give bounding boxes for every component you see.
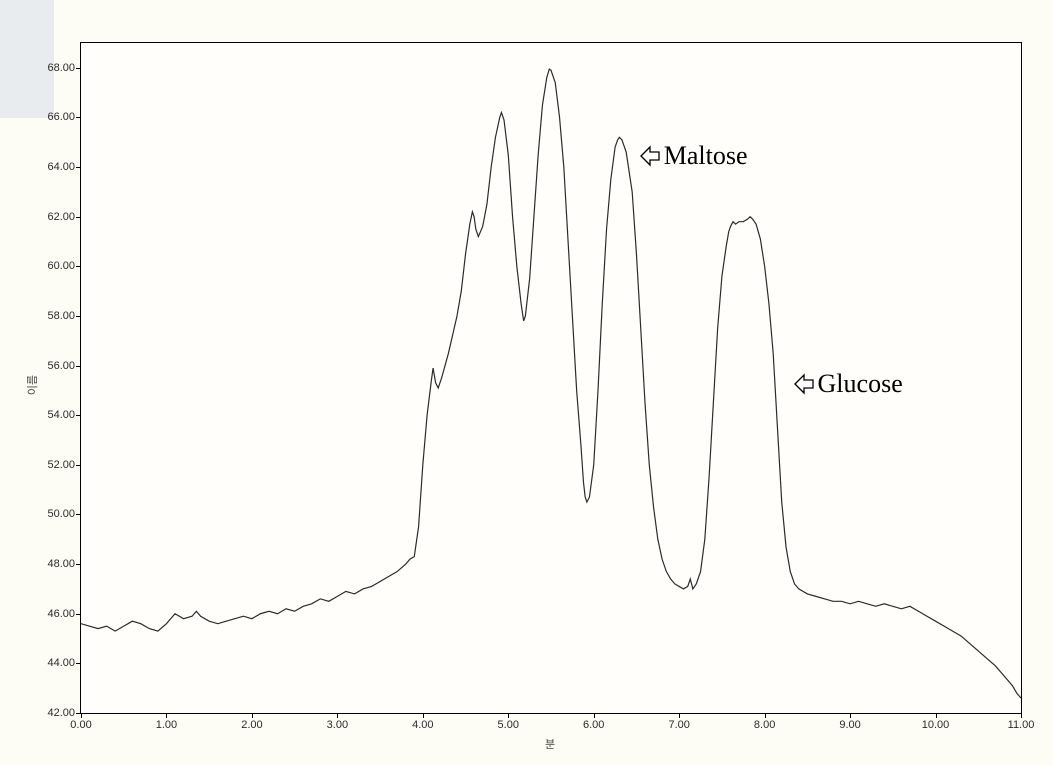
annotation-maltose: Maltose: [640, 141, 748, 171]
x-tick-mark: [423, 713, 424, 718]
y-tick-mark: [76, 217, 81, 218]
y-tick-mark: [76, 564, 81, 565]
annotation-glucose: Glucose: [794, 369, 903, 399]
y-tick-mark: [76, 266, 81, 267]
y-tick-mark: [76, 514, 81, 515]
annotation-text: Glucose: [818, 369, 903, 399]
chart-container: 42.0044.0046.0048.0050.0052.0054.0056.00…: [0, 0, 1053, 766]
x-axis-label: 분: [545, 736, 555, 752]
y-tick-mark: [76, 614, 81, 615]
x-tick-mark: [679, 713, 680, 718]
y-axis-label: 이름: [24, 375, 40, 395]
x-tick-mark: [936, 713, 937, 718]
y-tick-mark: [76, 663, 81, 664]
x-tick-mark: [508, 713, 509, 718]
x-tick-mark: [765, 713, 766, 718]
annotation-text: Maltose: [664, 141, 748, 171]
x-tick-mark: [166, 713, 167, 718]
y-tick-mark: [76, 415, 81, 416]
y-tick-mark: [76, 167, 81, 168]
x-tick-mark: [850, 713, 851, 718]
y-tick-mark: [76, 316, 81, 317]
arrow-left-icon: [640, 144, 660, 168]
x-tick-mark: [81, 713, 82, 718]
x-tick-mark: [1021, 713, 1022, 718]
x-tick-mark: [337, 713, 338, 718]
y-tick-mark: [76, 366, 81, 367]
arrow-left-icon: [794, 372, 814, 396]
x-tick-mark: [594, 713, 595, 718]
corner-patch: [0, 0, 54, 118]
y-tick-mark: [76, 465, 81, 466]
y-tick-mark: [76, 117, 81, 118]
y-tick-mark: [76, 68, 81, 69]
x-tick-mark: [252, 713, 253, 718]
